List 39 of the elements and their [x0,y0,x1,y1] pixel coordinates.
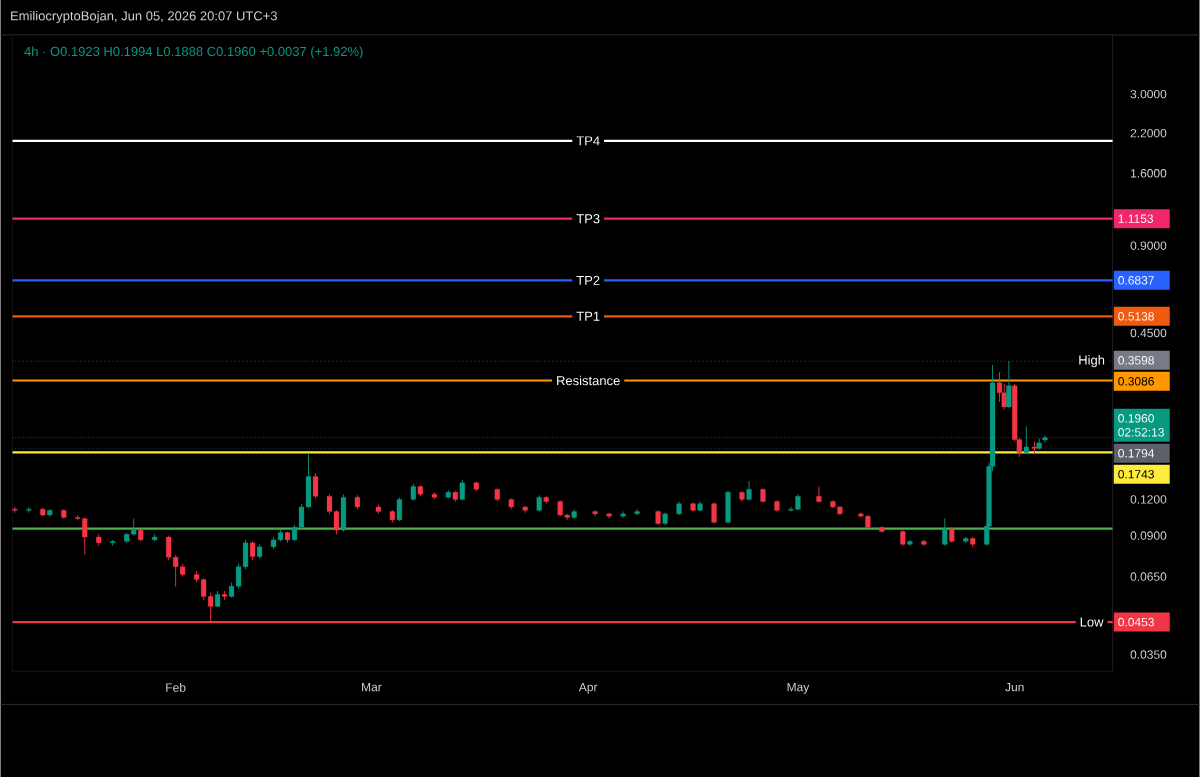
candlestick [816,485,822,503]
annotation: Resistance [557,375,620,386]
x-tick-label: Mar [362,682,382,692]
ref-line-label: 0.1960 02:52:13 [1118,413,1164,437]
candlestick [249,540,256,561]
x-tick-label: Feb [166,682,186,692]
text: EmiliocryptoBojan, Jun 05, 2026 20:07 UTC+3 [11,10,277,23]
annotation: TP1 [576,311,600,321]
annotation: TP3 [576,213,600,224]
annotation: TP2 [576,275,600,285]
text: 4h · O0.1923 H0.1994 L0.1888 C0.1960 +0.0037 (+1.92%) [24,46,363,59]
y-tick-label: 0.9000 [1130,241,1167,250]
annotation: High [1079,354,1105,368]
y-tick-label: 0.0900 [1130,531,1167,540]
x-tick-label: Apr [578,682,598,694]
ref-line-label: 0.6837 [1118,275,1154,285]
x-tick-label: May [787,682,810,694]
annotation: Low [1080,617,1104,627]
candlestick [396,496,402,522]
ref-line-label: 1.1153 [1118,214,1154,223]
ref-line-label: 0.3086 [1118,376,1154,386]
ref-line-label: 0.3598 [1118,355,1154,365]
annotation: TP4 [576,136,600,146]
y-tick-label: 3.0000 [1130,89,1167,99]
y-tick-label: 1.6000 [1131,168,1167,178]
y-tick-label: 2.2000 [1130,128,1167,138]
y-tick-label: 0.4500 [1130,328,1167,338]
y-tick-label: 0.1200 [1130,494,1167,504]
y-tick-label: 0.0350 [1130,650,1167,659]
ref-line-label: 0.5138 [1118,311,1154,321]
ref-line-label: 0.0453 [1118,617,1154,627]
ref-line-label: 0.1794 [1118,448,1155,458]
candlestick [634,508,640,516]
y-tick-label: 0.0650 [1130,572,1167,581]
candlestick [312,472,319,499]
candlestick [1006,360,1012,409]
x-tick-label: Jun [1005,682,1024,692]
candlestick [942,518,948,547]
ref-line-label: 0.1743 [1118,469,1154,479]
